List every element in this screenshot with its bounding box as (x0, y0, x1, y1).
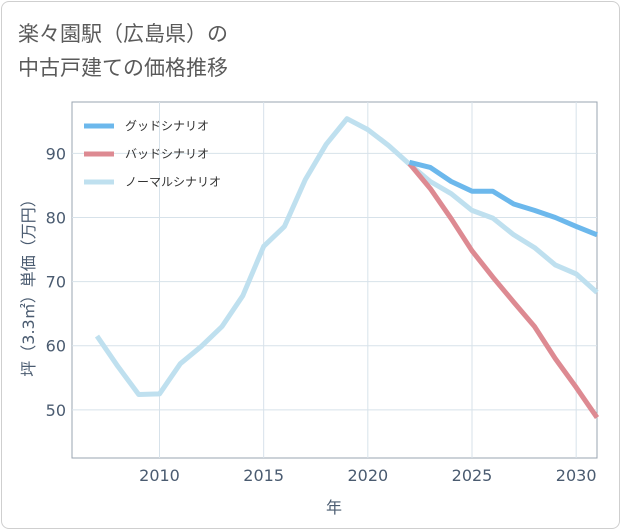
y-axis-title: 坪（3.3㎡）単価（万円） (19, 191, 38, 376)
series-lines (94, 116, 600, 420)
series-line-0 (408, 159, 598, 238)
legend-label-1: バッドシナリオ (125, 147, 209, 161)
y-tick-label: 60 (46, 337, 66, 356)
chart-title: 楽々園駅（広島県）の 中古戸建ての価格推移 (18, 17, 228, 85)
y-tick-label: 80 (46, 208, 66, 227)
x-tick-label: 2020 (347, 466, 388, 485)
legend-label-0: グッドシナリオ (125, 119, 209, 133)
tick-labels: 2010 2015 2020 2025 2030 50 60 70 80 90 (46, 144, 597, 485)
y-tick-label: 90 (46, 144, 66, 163)
y-tick-label: 70 (46, 273, 66, 292)
x-tick-label: 2030 (556, 466, 597, 485)
x-tick-label: 2010 (139, 466, 180, 485)
series-line-1 (407, 162, 600, 420)
plot-frame (71, 101, 598, 459)
legend-label-2: ノーマルシナリオ (125, 175, 221, 189)
y-tick-label: 50 (46, 401, 66, 420)
series-line-2 (94, 116, 599, 397)
x-tick-label: 2015 (243, 466, 284, 485)
x-tick-label: 2025 (452, 466, 493, 485)
grid-lines (72, 102, 597, 458)
chart-title-line-1: 楽々園駅（広島県）の (18, 22, 228, 46)
chart-title-line-2: 中古戸建ての価格推移 (18, 56, 228, 80)
x-axis-title: 年 (326, 498, 342, 517)
